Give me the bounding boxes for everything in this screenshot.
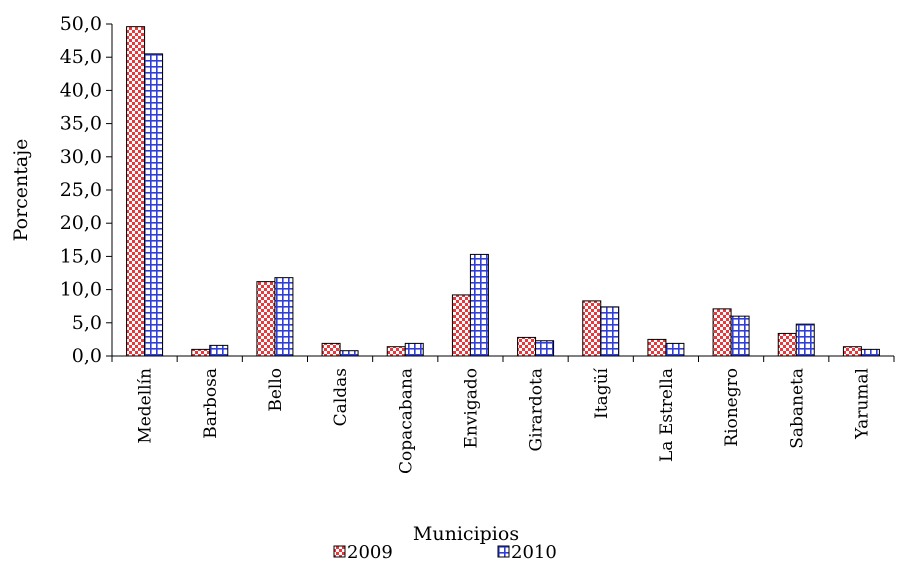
x-tick-label: Caldas	[331, 368, 351, 426]
bars	[126, 26, 880, 357]
y-tick-label: 50,0	[60, 13, 102, 35]
bar-2009	[517, 336, 537, 357]
x-tick-label: La Estrella	[657, 368, 677, 462]
x-tick-label: Envigado	[461, 368, 481, 449]
x-tick-label: Yarumal	[852, 368, 872, 440]
y-tick-label: 30,0	[60, 146, 102, 168]
bar-2009	[451, 294, 471, 357]
bar-2009	[386, 346, 406, 357]
x-axis-title: Municipios	[413, 523, 519, 545]
x-tick-label: Itagüí	[592, 367, 612, 419]
bar-2009	[126, 26, 146, 357]
bar-2009	[777, 332, 797, 357]
axes	[111, 24, 895, 362]
y-tick-label: 20,0	[60, 212, 102, 234]
x-tick-label: Medellín	[136, 368, 156, 444]
legend-label-2010: 2010	[511, 542, 557, 563]
x-tick-label: Barbosa	[201, 368, 221, 439]
y-tick-label: 35,0	[60, 113, 102, 135]
x-tick-label: Copacabana	[396, 368, 416, 474]
bar-2010	[274, 277, 294, 357]
y-tick-label: 5,0	[72, 312, 102, 334]
bar-2010	[404, 342, 424, 357]
bar-2009	[647, 338, 667, 357]
legend-swatch-2009	[333, 545, 346, 558]
y-tick-label: 45,0	[60, 46, 102, 68]
bar-2010	[860, 348, 880, 357]
bar-2010	[144, 53, 164, 357]
y-tick-label: 25,0	[60, 179, 102, 201]
x-tick-label: Bello	[266, 368, 286, 412]
y-tick-label: 0,0	[72, 345, 102, 367]
bar-2010	[339, 350, 359, 357]
y-axis-ticks: 0,0 5,0 10,0 15,0 20,0 25,0 30,0 35,0 40,0 45,0 50…	[60, 13, 112, 367]
bar-2009	[321, 342, 341, 357]
x-tick-label: Rionegro	[722, 368, 742, 447]
y-tick-label: 15,0	[60, 245, 102, 267]
bar-2010	[665, 342, 685, 357]
bar-2010	[795, 323, 815, 357]
bar-2009	[256, 281, 276, 357]
bar-2009	[712, 308, 732, 357]
y-tick-label: 10,0	[60, 279, 102, 301]
bar-2010	[535, 340, 555, 357]
y-tick-label: 40,0	[60, 79, 102, 101]
y-axis-title: Porcentaje	[10, 139, 32, 242]
x-tick-label: Sabaneta	[787, 368, 807, 449]
bar-2009	[842, 346, 862, 357]
x-axis-ticks: Medellín Barbosa Bello Caldas Copacabana Envi…	[136, 367, 873, 474]
legend-label-2009: 2009	[347, 542, 393, 563]
bar-2010	[209, 344, 229, 357]
bar-2010	[600, 306, 620, 357]
legend: 2009 2010	[333, 542, 557, 563]
bar-2009	[582, 300, 602, 357]
legend-swatch-2010	[497, 545, 510, 558]
bar-2009	[191, 348, 211, 357]
x-tick-label: Girardota	[527, 368, 547, 452]
bar-2010	[730, 315, 750, 357]
bar-2010	[469, 253, 489, 357]
